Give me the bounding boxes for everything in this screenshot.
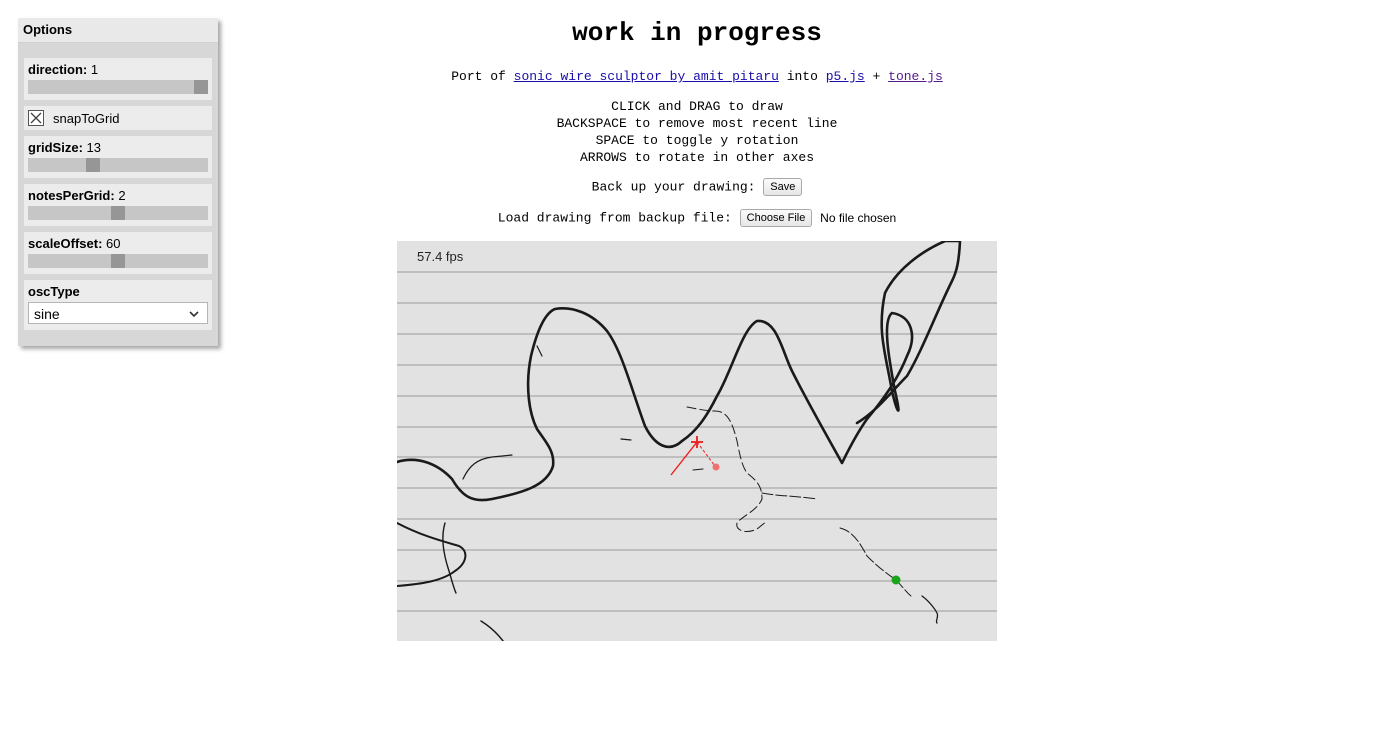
direction-control: direction: 1 [24,58,212,100]
scaleoffset-slider[interactable] [28,254,208,268]
port-prefix: Port of [451,69,514,84]
p5js-link[interactable]: p5.js [825,69,865,84]
scaleoffset-slider-thumb[interactable] [111,254,125,268]
snaptogrid-checkbox[interactable] [28,110,44,126]
no-file-text: No file chosen [820,211,897,225]
direction-slider[interactable] [28,80,208,94]
instruction-line: SPACE to toggle y rotation [595,133,799,148]
notespergrid-slider[interactable] [28,206,208,220]
port-plus: + [864,69,889,84]
gridsize-slider[interactable] [28,158,208,172]
drawing-svg[interactable] [397,241,997,641]
instruction-line: CLICK and DRAG to draw [611,99,783,114]
osctype-label: oscType [28,284,80,299]
options-panel: Options direction: 1 snapToGrid gridSize… [18,18,218,346]
instruction-line: ARROWS to rotate in other axes [579,150,815,165]
load-label: Load drawing from backup file: [497,210,740,226]
scaleoffset-control: scaleOffset: 60 [24,232,212,274]
choose-file-button[interactable]: Choose File [739,209,813,227]
checkmark-x-icon [30,112,42,124]
scaleoffset-label: scaleOffset: [28,236,103,251]
load-line: Load drawing from backup file: Choose Fi… [0,209,1392,227]
direction-label: direction: [28,62,88,77]
snaptogrid-control: snapToGrid [24,106,212,130]
osctype-selected: sine [34,306,60,322]
direction-slider-thumb[interactable] [194,80,208,94]
sonic-wire-link[interactable]: sonic wire sculptor by amit pitaru [513,69,779,84]
drawing-canvas[interactable]: 57.4 fps [397,241,997,641]
gridsize-value: 13 [86,140,101,155]
osctype-select[interactable]: sine [28,302,208,324]
notespergrid-value: 2 [118,188,126,203]
chevron-down-icon [189,311,199,318]
gridsize-slider-thumb[interactable] [86,158,101,172]
tonejs-link[interactable]: tone.js [888,69,943,84]
backup-label: Back up your drawing: [591,179,764,195]
options-title: Options [18,18,218,43]
wire-strokes [397,241,962,641]
cursor-marker [670,436,720,476]
notespergrid-slider-thumb[interactable] [111,206,125,220]
backup-line: Back up your drawing: Save [0,178,1392,196]
gridsize-control: gridSize: 13 [24,136,212,178]
fps-counter: 57.4 fps [417,249,464,264]
port-line: Port of sonic wire sculptor by amit pita… [0,69,1392,84]
playhead-marker [891,575,901,585]
snaptogrid-label: snapToGrid [53,111,120,126]
notespergrid-control: notesPerGrid: 2 [24,184,212,226]
save-button[interactable]: Save [763,178,803,196]
instruction-line: BACKSPACE to remove most recent line [556,116,838,131]
page-title: work in progress [572,18,822,48]
notespergrid-label: notesPerGrid: [28,188,115,203]
scaleoffset-value: 60 [106,236,121,251]
osctype-control: oscType sine [24,280,212,330]
gridsize-label: gridSize: [28,140,83,155]
direction-value: 1 [90,62,99,77]
port-into: into [778,69,826,84]
